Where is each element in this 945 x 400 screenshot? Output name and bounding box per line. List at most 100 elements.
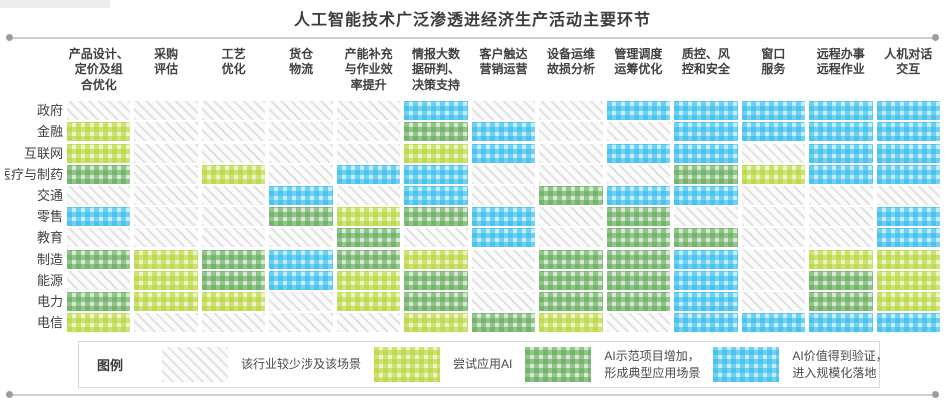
heatmap-cell [471,185,536,205]
heatmap-cell [741,207,806,227]
heatmap-cell [539,164,603,184]
heatmap-cell [134,291,198,311]
row-label: 电力 [36,293,63,309]
legend-bar: 图例 该行业较少涉及该场景 尝试应用AI AI示范项目增加， 形成典型应用场景 … [78,341,888,388]
heatmap-cell [404,291,468,311]
heatmap-cell [336,249,401,269]
heatmap-cell [809,101,873,121]
heatmap-cell [741,270,806,290]
heatmap-cell [404,207,468,227]
column-header: 货仓 物流 [289,47,314,77]
heatmap-cell [809,143,873,163]
heatmap-cell [134,313,198,333]
heatmap-cell [67,228,131,248]
column-header: 工艺 优化 [221,47,246,77]
heatmap-cell [336,185,401,205]
heatmap-cell [201,185,266,205]
heatmap-cell [606,270,671,290]
column-header: 人机对话 交互 [884,47,933,77]
top-divider [6,34,939,41]
heatmap-cell [809,291,873,311]
heatmap-cell [606,249,671,269]
heatmap-cell [134,270,198,290]
column-header: 窗口 服务 [761,47,786,77]
heatmap-cell [606,143,671,163]
heatmap-cell [67,143,131,163]
row-label: 互联网 [23,145,63,161]
heatmap-cell [471,228,536,248]
heatmap-cell [336,228,401,248]
heatmap-cell [606,101,671,121]
heatmap-cell [201,207,266,227]
heatmap-cell [876,101,940,121]
heatmap-cell [539,291,603,311]
heatmap-cell [269,122,333,142]
heatmap-cell [606,164,671,184]
column-header: 产品设计、 定价及组 合优化 [68,47,129,92]
heatmap-cell [674,143,738,163]
heatmap-cell [269,143,333,163]
heatmap-cell [336,143,401,163]
heatmap-cell [471,207,536,227]
heatmap-cell [809,313,873,333]
legend-label-scale: AI价值得到验证， 进入规模化落地 [792,348,888,380]
heatmap-cell [741,164,806,184]
heatmap-cell [404,228,468,248]
heatmap-cell [471,143,536,163]
heatmap-cell [201,122,266,142]
heatmap-cell [336,164,401,184]
heatmap-cell [539,185,603,205]
heatmap-cell [741,185,806,205]
heatmap-cell [606,207,671,227]
heatmap-cell [269,185,333,205]
heatmap-cell [201,291,266,311]
heatmap-corner [5,45,63,99]
heatmap-cell [539,270,603,290]
heatmap-cell [336,270,401,290]
heatmap-cell [674,207,738,227]
heatmap-cell [471,270,536,290]
row-label: 制造 [36,251,63,267]
heatmap-cell [67,291,131,311]
heatmap-cell [269,101,333,121]
divider-dot-left [6,391,13,398]
heatmap-cell [674,270,738,290]
legend-swatch-demo [525,347,592,382]
heatmap-cell [674,122,738,142]
heatmap-cell [809,270,873,290]
heatmap-cell [201,249,266,269]
heatmap-cell [134,228,198,248]
heatmap-cell [201,164,266,184]
heatmap-cell [674,185,738,205]
heatmap-cell [67,164,131,184]
heatmap-cell [741,228,806,248]
column-header: 远程办事 远程作业 [816,47,865,77]
heatmap-cell [876,143,940,163]
legend-swatch-try [374,347,441,382]
row-label: 交通 [36,187,63,203]
heatmap-cell [606,313,671,333]
column-header: 管理调度 运筹优化 [614,47,663,77]
column-header: 产能补充 与作业效 率提升 [344,47,393,92]
heatmap-cell [404,313,468,333]
heatmap-cell [809,207,873,227]
heatmap-cell [67,185,131,205]
legend-title: 图例 [97,358,124,373]
heatmap-cell [876,185,940,205]
heatmap-cell [471,122,536,142]
heatmap-cell [539,207,603,227]
heatmap-cell [741,313,806,333]
heatmap-cell [67,270,131,290]
heatmap-cell [471,249,536,269]
row-label: 能源 [36,272,63,288]
heatmap-cell [471,313,536,333]
heatmap-cell [67,313,131,333]
heatmap-cell [741,143,806,163]
heatmap-grid: 产品设计、 定价及组 合优化 采购 评估 工艺 优化 货仓 物流 产能补充 与作业效 率… [5,45,940,333]
heatmap-cell [201,228,266,248]
heatmap-cell [269,164,333,184]
row-label: 教育 [36,230,63,246]
heatmap-cell [67,249,131,269]
chart-title: 人工智能技术广泛渗透进经济生产活动主要环节 [293,12,651,29]
